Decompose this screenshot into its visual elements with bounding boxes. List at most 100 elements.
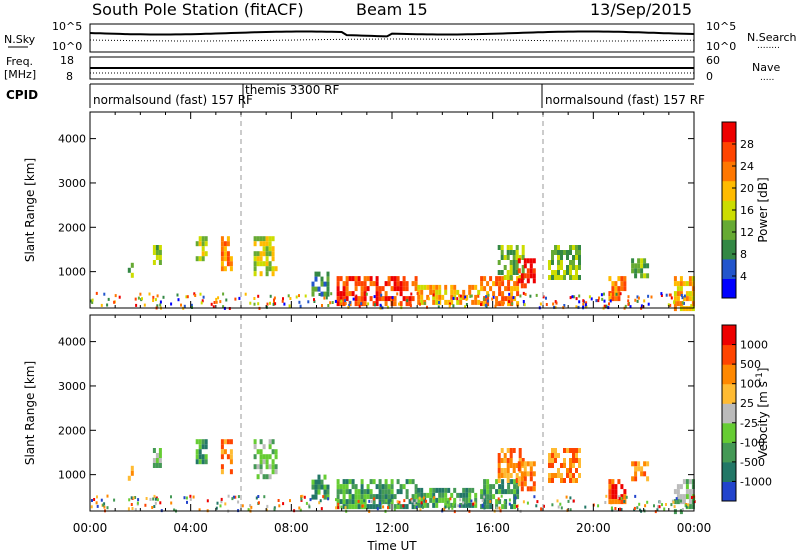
echo-cell <box>676 301 680 307</box>
ground-scatter-cell <box>470 294 473 298</box>
echo-cell <box>517 476 521 482</box>
ground-scatter-cell <box>263 495 266 499</box>
ground-scatter-cell <box>170 302 173 306</box>
echo-cell <box>441 294 445 300</box>
ground-scatter-cell <box>452 304 455 308</box>
ground-scatter-cell <box>693 500 696 504</box>
echo-cell <box>351 484 355 490</box>
ground-scatter-cell <box>170 495 172 499</box>
echo-cell <box>557 270 560 275</box>
echo-cell <box>480 286 484 292</box>
colorbar-tick-label: -1000 <box>740 475 772 488</box>
echo-cell <box>265 241 269 247</box>
echo-cell <box>345 286 349 292</box>
echo-cell <box>500 448 504 453</box>
echo-cell <box>623 489 627 495</box>
ground-scatter-cell <box>636 295 639 299</box>
echo-cell <box>498 286 502 292</box>
echo-cell <box>518 255 522 260</box>
echo-cell <box>676 484 680 490</box>
echo-cell <box>679 494 683 500</box>
echo-cell <box>402 281 406 287</box>
echo-cell <box>551 458 554 463</box>
ground-scatter-cell <box>545 303 548 306</box>
echo-cell <box>326 281 330 287</box>
ground-scatter-cell <box>653 504 655 508</box>
ground-scatter-cell <box>215 506 218 510</box>
echo-cell <box>560 265 563 270</box>
ground-scatter-cell <box>686 292 689 296</box>
power-y-axis-label: Slant Range [km] <box>23 158 37 262</box>
echo-cell <box>504 489 508 495</box>
echo-cell <box>414 489 418 495</box>
echo-cell <box>444 492 448 498</box>
ground-scatter-cell <box>152 497 155 501</box>
echo-cell <box>268 261 272 267</box>
echo-cell <box>507 281 511 287</box>
power-echoes <box>90 112 695 312</box>
echo-cell <box>435 289 439 295</box>
ground-scatter-cell <box>325 296 328 300</box>
ground-scatter-cell <box>199 292 202 296</box>
echo-cell <box>471 284 475 290</box>
echo-cell <box>363 281 367 287</box>
ground-scatter-cell <box>289 499 291 503</box>
ground-scatter-cell <box>340 299 343 303</box>
echo-cell <box>357 276 361 282</box>
echo-cell <box>620 281 624 287</box>
ground-scatter-cell <box>319 499 322 503</box>
ground-scatter-cell <box>670 296 673 300</box>
echo-cell <box>155 255 159 260</box>
ground-scatter-cell <box>619 507 622 511</box>
echo-cell <box>509 448 513 453</box>
echo-cell <box>323 484 327 490</box>
echo-cell <box>676 291 680 297</box>
echo-cell <box>529 466 533 472</box>
ground-scatter-cell <box>637 296 640 300</box>
colorbar-tick-label: 1000 <box>740 339 768 352</box>
echo-cell <box>378 494 382 500</box>
echo-cell <box>676 286 680 292</box>
echo-cell <box>517 461 521 467</box>
echo-cell <box>342 301 346 307</box>
echo-cell <box>456 492 460 498</box>
echo-cell <box>500 245 504 250</box>
echo-cell <box>506 463 510 468</box>
x-tick-label: 16:00 <box>475 521 510 535</box>
echo-cell <box>417 289 421 295</box>
ground-scatter-cell <box>484 505 487 509</box>
echo-cell <box>387 504 391 510</box>
echo-cell <box>357 489 361 495</box>
echo-cell <box>223 246 227 252</box>
echo-cell <box>259 464 263 470</box>
echo-cell <box>465 294 469 300</box>
echo-cell <box>411 296 415 302</box>
ground-scatter-cell <box>427 297 430 301</box>
echo-cell <box>253 271 257 277</box>
echo-cell <box>521 265 525 270</box>
echo-cell <box>426 502 430 508</box>
echo-cell <box>560 478 563 483</box>
echo-cell <box>512 270 516 275</box>
echo-cell <box>405 286 409 292</box>
echo-cell <box>399 484 403 490</box>
echo-cell <box>497 453 501 458</box>
echo-cell <box>515 245 519 250</box>
echo-cell <box>506 245 510 250</box>
echo-cell <box>271 256 275 262</box>
colorbar-tick-label: 20 <box>740 182 754 195</box>
ground-scatter-cell <box>374 303 376 307</box>
ground-scatter-cell <box>318 501 321 505</box>
echo-cell <box>688 479 692 485</box>
echo-cell <box>357 494 361 500</box>
noise-search-line <box>89 38 695 42</box>
echo-cell <box>262 474 266 480</box>
ground-scatter-cell <box>498 506 501 510</box>
echo-cell <box>523 283 527 289</box>
ground-scatter-cell <box>603 292 605 296</box>
echo-cell <box>685 479 689 485</box>
ground-scatter-cell <box>282 297 284 301</box>
echo-cell <box>486 499 490 505</box>
echo-cell <box>513 489 517 495</box>
ground-scatter-cell <box>265 508 268 512</box>
